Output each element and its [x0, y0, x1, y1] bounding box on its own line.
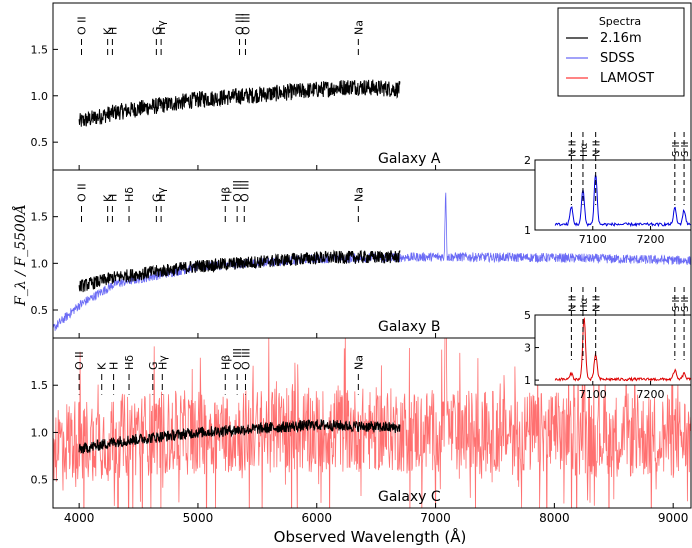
line-label: O II — [73, 351, 86, 370]
line-label: O III — [239, 348, 252, 370]
line-label: O III — [234, 13, 247, 35]
line-label: O II — [76, 183, 89, 202]
line-label: G — [150, 193, 163, 202]
inset-line-label: S II — [680, 297, 691, 312]
inset-line-label: N II — [592, 295, 603, 312]
y-ticks: 0.5 1.0 1.5 — [31, 379, 58, 487]
inset-1: N II Hα N II S IIS II 1 2 7100 7200 — [524, 132, 692, 246]
line-label: O III — [231, 348, 244, 370]
y-tick-label: 1.0 — [31, 90, 49, 103]
x-tick-label: 8000 — [539, 511, 570, 525]
x-tick-label: 9000 — [658, 511, 689, 525]
line-label: H — [106, 194, 119, 202]
series-line-216m — [78, 79, 401, 127]
panel-plot-area — [78, 39, 401, 127]
panel-plot-area — [53, 192, 691, 331]
legend-entry: LAMOST — [600, 71, 654, 86]
x-axis-label: Observed Wavelength (Å) — [274, 527, 467, 546]
y-ticks: 0.5 1.0 1.5 — [31, 211, 58, 317]
x-tick-labels: 4000 5000 6000 7000 8000 9000 — [64, 511, 689, 525]
inset-x-tick-label: 7200 — [637, 388, 665, 401]
y-ticks: 0.5 1.0 1.5 — [31, 43, 58, 149]
line-label: Hβ — [219, 355, 232, 370]
y-tick-label: 1.5 — [31, 379, 49, 392]
series-line-216m — [78, 418, 401, 454]
line-label: Na — [352, 187, 365, 202]
inset-line-label: S II — [671, 297, 682, 312]
legend-box — [557, 7, 685, 97]
line-label: O II — [76, 16, 89, 35]
inset-line-label: N II — [567, 295, 578, 312]
line-label: K — [102, 194, 115, 202]
line-label: Na — [352, 20, 365, 35]
inset-line-label: Hα — [579, 142, 590, 157]
line-label: Na — [352, 355, 365, 370]
legend-entry: SDSS — [600, 51, 635, 66]
inset-line-label: S II — [671, 142, 682, 157]
inset-y-tick-label: 1 — [524, 224, 531, 237]
x-tick-label: 6000 — [301, 511, 332, 525]
y-tick-label: 0.5 — [31, 474, 49, 487]
line-label: K — [102, 27, 115, 35]
inset-y-tick-label: 5 — [524, 309, 531, 322]
line-label: O III — [239, 13, 252, 35]
line-label: Hδ — [123, 355, 136, 370]
inset-y-tick-label: 3 — [524, 342, 531, 355]
inset-line-label: Hα — [579, 297, 590, 312]
x-tick-label: 7000 — [420, 511, 451, 525]
legend: Spectra 2.16m SDSS LAMOST — [557, 7, 685, 97]
legend-title: Spectra — [599, 15, 641, 28]
inset-line-label: N II — [567, 140, 578, 157]
line-label: G — [150, 26, 163, 35]
x-tick-label: 4000 — [64, 511, 95, 525]
y-tick-label: 0.5 — [31, 304, 49, 317]
line-label: Hβ — [219, 187, 232, 202]
inset-frame — [534, 314, 692, 386]
inset-x-tick-label: 7200 — [637, 233, 665, 246]
line-label: Hγ — [155, 187, 168, 202]
series-line-216m — [78, 249, 401, 293]
inset-frame — [534, 159, 692, 231]
inset-y-tick-label: 1 — [524, 374, 531, 387]
inset-spectrum — [554, 317, 691, 382]
inset-2: N II Hα N II S IIS II 1 3 5 7100 7200 — [524, 287, 692, 401]
y-tick-label: 1.5 — [31, 211, 49, 224]
y-tick-label: 0.5 — [31, 136, 49, 149]
line-label: K — [96, 362, 109, 370]
line-label: H — [108, 362, 121, 370]
panel-title: Galaxy C — [378, 489, 441, 505]
line-label: H — [106, 27, 119, 35]
panel-title: Galaxy A — [378, 151, 441, 167]
inset-x-tick-label: 7100 — [579, 233, 607, 246]
line-label: Hγ — [156, 355, 169, 370]
inset-line-label: N II — [592, 140, 603, 157]
line-label: O III — [231, 180, 244, 202]
inset-spectrum — [554, 174, 691, 228]
line-label: Hγ — [155, 20, 168, 35]
x-tick-label: 5000 — [183, 511, 214, 525]
inset-x-tick-label: 7100 — [579, 388, 607, 401]
y-tick-label: 1.5 — [31, 43, 49, 56]
y-tick-label: 1.0 — [31, 426, 49, 439]
panel-frame — [52, 337, 692, 509]
line-label: Hδ — [123, 187, 136, 202]
legend-entry: 2.16m — [600, 31, 642, 46]
y-tick-label: 1.0 — [31, 257, 49, 270]
inset-line-label: S II — [680, 142, 691, 157]
line-label: G — [147, 361, 160, 370]
panel-title: Galaxy B — [378, 319, 441, 335]
inset-y-tick-label: 2 — [524, 154, 531, 167]
y-axis-label: F_λ / F_5500Å — [11, 204, 29, 307]
line-label: O III — [238, 180, 251, 202]
